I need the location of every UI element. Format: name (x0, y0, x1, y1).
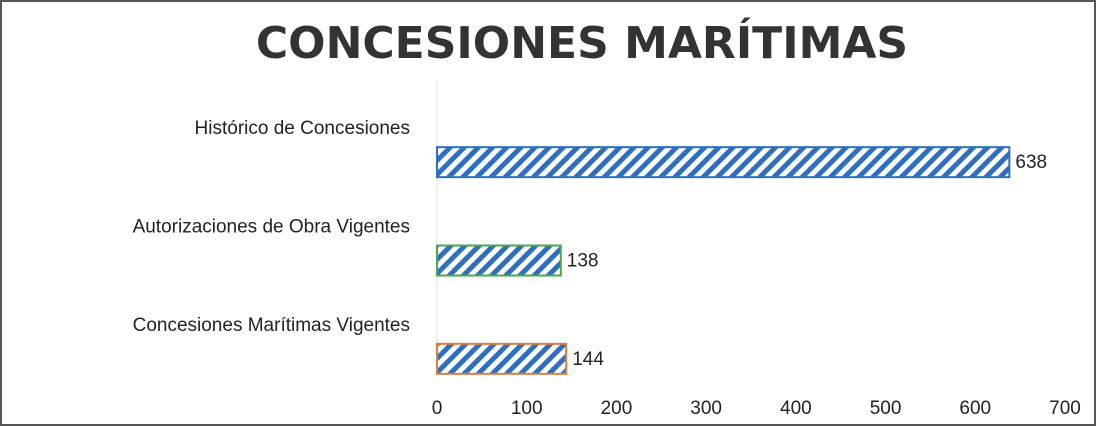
x-tick-label: 200 (601, 398, 633, 419)
bar (436, 146, 1011, 179)
x-tick-label: 400 (780, 398, 812, 419)
chart-title: CONCESIONES MARÍTIMAS (256, 16, 908, 69)
x-tick-label: 500 (870, 398, 902, 419)
x-tick-label: 300 (690, 398, 722, 419)
bar (436, 244, 562, 277)
bar (436, 342, 568, 375)
category-label: Autorizaciones de Obra Vigentes (133, 217, 410, 238)
value-label: 638 (1015, 152, 1047, 173)
x-tick-label: 100 (511, 398, 543, 419)
value-label: 144 (572, 349, 604, 370)
category-label: Histórico de Concesiones (195, 118, 410, 139)
x-tick-label: 600 (959, 398, 991, 419)
value-label: 138 (567, 251, 599, 272)
x-tick-label: 0 (432, 398, 443, 419)
category-label: Concesiones Marítimas Vigentes (133, 315, 410, 336)
x-tick-label: 700 (1049, 398, 1081, 419)
